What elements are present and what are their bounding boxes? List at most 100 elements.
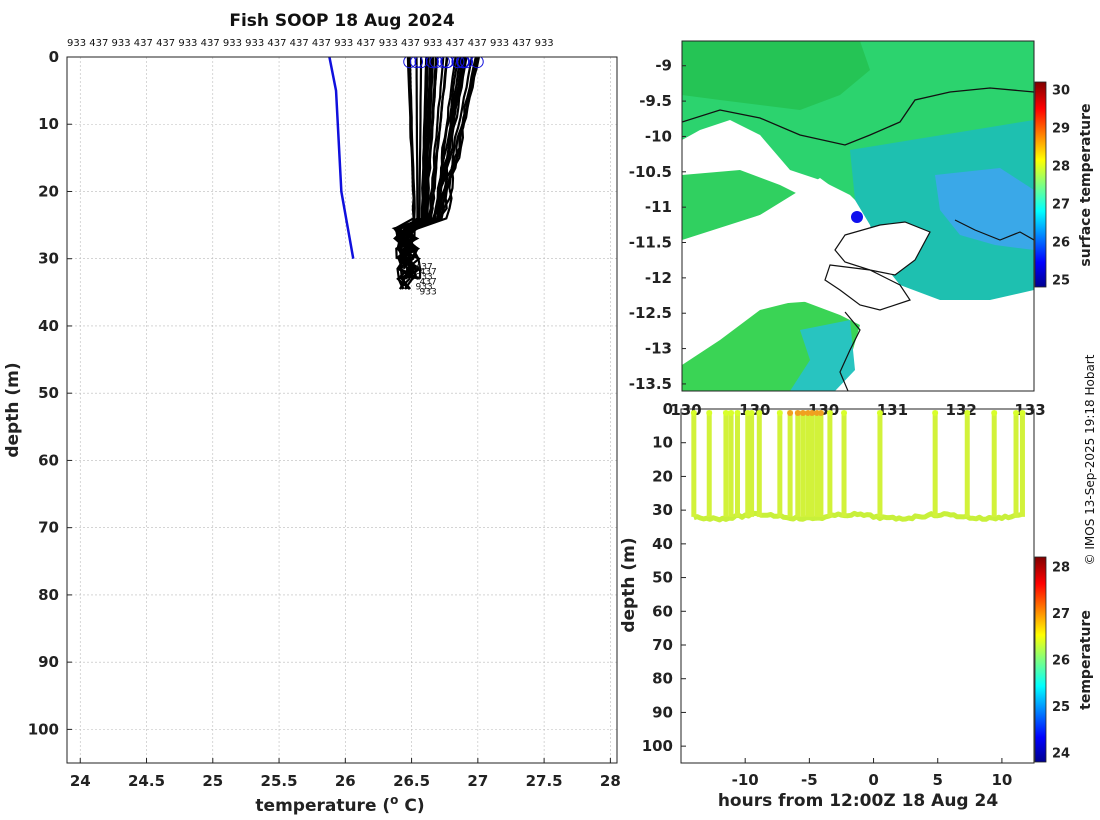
bottom-track [692,510,1022,523]
temp-colorbar-label: temperature [1078,610,1094,710]
sst-colorbar-ticks: 30 29 28 27 26 25 [1052,84,1070,289]
time-ylabel: depth (m) [619,537,639,632]
time-cast-tracks [690,410,1026,523]
sst-colorbar [1034,81,1047,288]
cast-surface-point [728,410,735,417]
map-lat-label: -11.5 [629,234,672,252]
temp-colorbar-tick: 27 [1052,607,1070,622]
reference-profile-line [328,57,355,259]
y-tick-label: 40 [38,317,59,335]
temp-colorbar-tick: 26 [1052,654,1070,669]
time-y-tick-label: 90 [652,703,673,721]
time-x-tick-label: -10 [732,771,759,789]
profile-line [396,57,468,290]
profile-line [395,57,459,270]
temp-colorbar-tick: 25 [1052,700,1070,715]
sst-field-south-cool [790,320,855,391]
surface-marker [470,57,484,69]
cast-surface-point [690,410,697,417]
temp-colorbar-ticks: 28 27 26 25 24 [1052,560,1070,761]
y-tick-label: 30 [38,250,59,268]
time-x-tick-label: 5 [933,771,943,789]
surface-marker [414,57,428,69]
ship-position-marker [851,211,863,223]
map-lat-label: -13.5 [629,375,672,393]
map-lat-label: -13 [645,340,672,358]
land-darwin [834,221,931,276]
cast-surface-point [817,410,824,417]
profile-end-label: 437 [420,268,437,278]
x-tick-label: 27 [467,772,488,790]
y-tick-label: 80 [38,586,59,604]
x-tick-label: 24 [70,772,91,790]
land-tiwi [824,264,911,311]
profile-xlabel: temperature (o C) [255,793,424,816]
x-tick-label: 28 [600,772,621,790]
x-tick-label: 25.5 [261,772,298,790]
surface-marker [456,57,470,69]
profile-end-label: 933 [420,288,437,298]
cast-surface-point [808,410,815,417]
y-tick-label: 10 [38,115,59,133]
time-y-tick-label: 30 [652,501,673,519]
surface-marker [460,57,474,69]
profile-line [392,57,439,290]
profile-line [396,57,465,280]
sst-field-cold-patch [935,168,1034,250]
y-tick-label: 60 [38,451,59,469]
profile-line [396,57,477,290]
coastline-north [682,87,1034,146]
y-tick-label: 90 [38,653,59,671]
coastline-south [839,311,861,391]
profile-axes-box [66,56,618,764]
cast-surface-point [794,410,801,417]
profile-lines [391,57,480,290]
surface-marker [425,57,439,69]
map-axes-box [681,40,1035,392]
y-tick-label: 0 [49,48,59,66]
y-tick-label: 50 [38,384,59,402]
sst-colorbar-label: surface temperature [1078,103,1094,266]
cast-surface-point [776,410,783,417]
map-lon-label: 133 [1014,401,1045,419]
profile-end-label: 437 [416,262,433,272]
sst-field-warm-band [682,41,870,110]
temp-colorbar-tick: 28 [1052,560,1070,575]
y-tick-label: 20 [38,182,59,200]
cast-surface-point [756,410,763,417]
time-y-tick-label: 20 [652,467,673,485]
profile-end-label: 933 [416,283,433,293]
coastline-east [954,219,1034,241]
profile-panel: Fish SOOP 18 Aug 2024 933 437 933 437 43… [3,11,621,816]
cast-surface-point [841,410,848,417]
sst-colorbar-tick: 27 [1052,197,1070,212]
map-lat-label: -9 [655,57,672,75]
cast-surface-point [787,410,794,417]
map-lat-label: -10.5 [629,163,672,181]
surface-marker [451,57,465,69]
cast-surface-point [1013,410,1020,417]
map-lon-label: 130 [739,401,770,419]
time-y-tick-label: 80 [652,670,673,688]
cast-surface-point [1019,410,1026,417]
profile-grid [67,56,617,763]
map-lat-label: -11 [645,198,672,216]
cast-surface-point [932,410,939,417]
map-lon-label: 130 [670,401,701,419]
x-tick-label: 24.5 [128,772,165,790]
profile-end-label: 437 [420,278,437,288]
temp-colorbar-tick: 24 [1052,747,1070,762]
time-y-tick-label: 50 [652,569,673,587]
surface-marker [440,57,454,69]
sst-field-west [682,170,800,240]
time-x-tick-label: 0 [868,771,878,789]
temp-colorbar [1034,556,1047,763]
profile-end-label: 933 [416,273,433,283]
map-lat-label: -12.5 [629,304,672,322]
time-x-tick-label: 10 [991,771,1012,789]
map-lat-label: -12 [645,269,672,287]
time-y-tick-label: 100 [642,737,673,755]
cast-surface-point [748,410,755,417]
profile-ticks: 24 24.5 25 25.5 26 26.5 27 27.5 28 0 10 20 30 40 50 60 7… [28,48,621,790]
